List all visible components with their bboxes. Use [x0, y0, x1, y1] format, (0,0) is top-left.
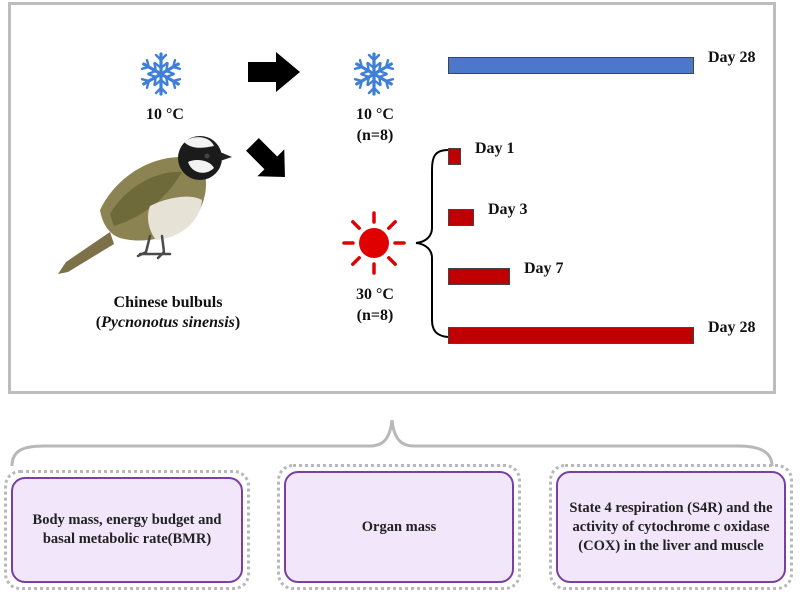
warm-bar-day-1: [448, 148, 461, 165]
snowflake-icon: [355, 54, 394, 94]
measurement-box: State 4 respiration (S4R) and the activi…: [549, 464, 793, 590]
bird-illustration: [58, 136, 232, 274]
warm-day-label: Day 1: [475, 140, 515, 157]
measurement-connector: [10, 419, 774, 467]
acclimation-temperature: 10 °C: [146, 106, 184, 123]
warm-bar-day-7: [448, 268, 510, 285]
measurement-box-energetics: Body mass, energy budget and basal metab…: [11, 477, 243, 583]
arrow-icon: [246, 138, 285, 177]
cold-group-sample-size: (n=8): [356, 127, 394, 144]
warm-day-label: Day 3: [488, 201, 528, 218]
species-scientific-name: (Pycnonotus sinensis): [95, 314, 241, 331]
group-bracket: [415, 149, 449, 338]
measurement-box: Organ mass: [277, 464, 521, 590]
cold-bar-day-28: [448, 57, 694, 74]
warm-group-sample-size: (n=8): [356, 307, 394, 324]
arrow-icon: [248, 52, 300, 92]
cold-group-temperature: 10 °C: [356, 106, 394, 123]
species-common-name: Chinese bulbuls: [113, 294, 223, 311]
warm-day-label: Day 7: [524, 260, 564, 277]
warm-bar-day-3: [448, 209, 474, 226]
sun-icon: [342, 211, 406, 275]
species-label: Chinese bulbuls (Pycnonotus sinensis): [58, 293, 278, 333]
snowflake-icon: [142, 54, 181, 94]
species-scientific-name-text: Pycnonotus sinensis: [101, 314, 235, 331]
measurement-box-organ-mass: Organ mass: [284, 471, 514, 583]
cold-day-label: Day 28: [708, 49, 756, 66]
warm-bar-day-28: [448, 327, 694, 344]
measurement-box: Body mass, energy budget and basal metab…: [4, 470, 250, 590]
warm-day-label: Day 28: [708, 319, 756, 336]
measurement-box-mitochondria: State 4 respiration (S4R) and the activi…: [556, 471, 786, 583]
warm-group-temperature: 30 °C: [356, 286, 394, 303]
